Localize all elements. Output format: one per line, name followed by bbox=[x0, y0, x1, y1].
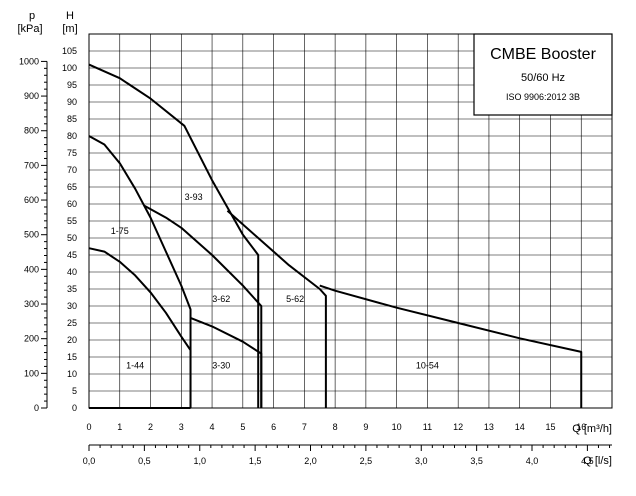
series-layer bbox=[88, 63, 583, 409]
x-tick-label: 10 bbox=[392, 422, 402, 432]
flow-ls-axis: 0,0 0,5 1,0 1,5 2,0 2,5 3,0 3,5 4,0 4,5 bbox=[83, 444, 612, 466]
x-tick-label: 12 bbox=[453, 422, 463, 432]
p-axis-label-unit: [kPa] bbox=[17, 23, 42, 35]
x-axis-label: Q [m³/h] bbox=[572, 423, 612, 435]
h-tick-label: 5 bbox=[72, 386, 77, 396]
curve-label-1-75: 1-75 bbox=[111, 226, 129, 236]
h-tick-label: 90 bbox=[67, 97, 77, 107]
h-tick-label: 40 bbox=[67, 267, 77, 277]
h-tick-label: 105 bbox=[62, 46, 77, 56]
curve-3-93 bbox=[88, 63, 260, 408]
curve-label-10-54: 10-54 bbox=[416, 361, 439, 371]
p-tick-label: 800 bbox=[24, 126, 39, 136]
flow-m3h-axis: 0 1 2 3 4 5 6 7 8 9 10 11 12 13 14 15 16 bbox=[86, 422, 586, 432]
x2-tick-label: 1,5 bbox=[249, 456, 262, 466]
h-axis-label-symbol: H bbox=[66, 10, 74, 22]
title-box: CMBE Booster 50/60 Hz ISO 9906:2012 3B bbox=[473, 33, 613, 116]
x-tick-label: 0 bbox=[86, 422, 91, 432]
h-tick-label: 100 bbox=[62, 63, 77, 73]
x-tick-label: 1 bbox=[117, 422, 122, 432]
h-tick-label: 45 bbox=[67, 250, 77, 260]
x-tick-label: 11 bbox=[423, 422, 432, 432]
x-tick-label: 2 bbox=[148, 422, 153, 432]
x-tick-label: 9 bbox=[363, 422, 368, 432]
x2-axis-label: Q [l/s] bbox=[583, 455, 612, 467]
h-tick-label: 50 bbox=[67, 233, 77, 243]
curve-label-3-93: 3-93 bbox=[185, 192, 203, 202]
h-tick-label: 60 bbox=[67, 199, 77, 209]
chart-standard: ISO 9906:2012 3B bbox=[506, 92, 580, 102]
curve-label-5-62: 5-62 bbox=[286, 294, 304, 304]
curve-3-62 bbox=[143, 204, 263, 408]
x-tick-label: 4 bbox=[210, 422, 215, 432]
x2-tick-label: 2,0 bbox=[304, 456, 317, 466]
x2-tick-label: 4,5 bbox=[581, 456, 594, 466]
chart-title: CMBE Booster bbox=[490, 46, 596, 63]
x2-tick-label: 0,0 bbox=[83, 456, 96, 466]
h-axis-label-unit: [m] bbox=[62, 23, 77, 35]
p-tick-label: 900 bbox=[24, 91, 39, 101]
curve-label-3-62: 3-62 bbox=[212, 294, 230, 304]
h-tick-label: 30 bbox=[67, 301, 77, 311]
p-tick-label: 1000 bbox=[19, 56, 39, 66]
x-tick-label: 15 bbox=[545, 422, 555, 432]
x2-tick-label: 3,0 bbox=[415, 456, 428, 466]
curve-1-44 bbox=[88, 247, 192, 408]
p-tick-label: 400 bbox=[24, 264, 39, 274]
plot-frame bbox=[88, 33, 613, 409]
horizontal-gridlines bbox=[89, 50, 612, 392]
p-tick-label: 700 bbox=[24, 160, 39, 170]
x-tick-label: 8 bbox=[333, 422, 338, 432]
title-box-frame bbox=[473, 33, 613, 116]
h-tick-label: 80 bbox=[67, 131, 77, 141]
h-tick-label: 55 bbox=[67, 216, 77, 226]
h-tick-label: 35 bbox=[67, 284, 77, 294]
h-tick-label: 70 bbox=[67, 165, 77, 175]
x2-tick-label: 4,0 bbox=[526, 456, 539, 466]
pressure-axis: 0 100 200 300 400 500 600 700 800 900 1000 bbox=[19, 56, 48, 413]
h-tick-label: 15 bbox=[67, 352, 77, 362]
h-tick-label: 0 bbox=[72, 403, 77, 413]
p-tick-label: 100 bbox=[24, 368, 39, 378]
x2-tick-label: 0,5 bbox=[138, 456, 151, 466]
p-tick-label: 200 bbox=[24, 334, 39, 344]
h-tick-label: 25 bbox=[67, 318, 77, 328]
p-tick-label: 0 bbox=[34, 403, 39, 413]
x-tick-label: 16 bbox=[576, 422, 586, 432]
p-tick-label: 500 bbox=[24, 230, 39, 240]
x-tick-label: 3 bbox=[179, 422, 184, 432]
h-tick-label: 20 bbox=[67, 335, 77, 345]
x-tick-label: 14 bbox=[515, 422, 525, 432]
x-tick-label: 5 bbox=[240, 422, 245, 432]
head-axis: 0 5 10 15 20 25 30 35 40 45 50 55 60 65 70 75 80 85 90 95 10… bbox=[62, 46, 77, 413]
x2-tick-label: 3,5 bbox=[470, 456, 483, 466]
h-tick-label: 95 bbox=[67, 80, 77, 90]
curve-1-75 bbox=[88, 135, 192, 408]
x2-tick-label: 1,0 bbox=[193, 456, 206, 466]
h-tick-label: 65 bbox=[67, 182, 77, 192]
h-tick-label: 85 bbox=[67, 114, 77, 124]
h-tick-label: 10 bbox=[67, 369, 77, 379]
x-tick-label: 13 bbox=[484, 422, 494, 432]
p-tick-label: 600 bbox=[24, 195, 39, 205]
curve-5-62 bbox=[226, 210, 327, 408]
curve-label-3-30: 3-30 bbox=[212, 361, 230, 371]
h-tick-label: 75 bbox=[67, 148, 77, 158]
x-tick-label: 7 bbox=[302, 422, 307, 432]
chart-subtitle: 50/60 Hz bbox=[521, 72, 565, 84]
p-tick-label: 300 bbox=[24, 299, 39, 309]
curve-label-1-44: 1-44 bbox=[126, 361, 144, 371]
x2-tick-label: 2,5 bbox=[360, 456, 373, 466]
curve-10-54 bbox=[319, 284, 583, 408]
x-tick-label: 6 bbox=[271, 422, 276, 432]
p-axis-label-symbol: p bbox=[29, 10, 35, 22]
curve-labels: 1-44 1-75 3-30 3-62 3-93 5-62 10-54 bbox=[111, 192, 439, 370]
